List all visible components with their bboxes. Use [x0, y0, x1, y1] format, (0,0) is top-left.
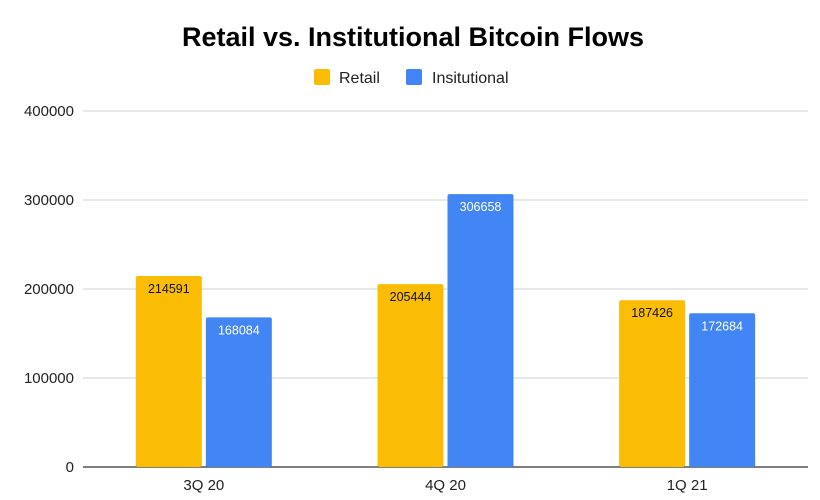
x-tick-label: 1Q 21	[667, 477, 708, 494]
data-labels: 214591 168084 205444 306658 187426 172684	[148, 200, 743, 337]
data-label: 168084	[218, 323, 260, 337]
x-tick-label: 4Q 20	[425, 477, 466, 494]
bars	[135, 194, 756, 467]
bar-institutional	[447, 194, 514, 467]
bar-retail	[135, 276, 202, 467]
data-label: 187426	[631, 306, 673, 320]
bar-retail	[377, 284, 444, 467]
x-axis-ticks: 3Q 20 4Q 20 1Q 21	[183, 477, 707, 494]
y-tick-label: 0	[66, 459, 74, 476]
data-label: 205444	[390, 290, 432, 304]
gridlines	[83, 110, 808, 468]
y-axis-ticks: 0 100000 200000 300000 400000	[24, 103, 74, 476]
y-tick-label: 400000	[24, 103, 74, 120]
bar-institutional	[205, 317, 272, 467]
data-label: 306658	[460, 200, 502, 214]
chart-title: Retail vs. Institutional Bitcoin Flows	[182, 22, 644, 52]
y-tick-label: 200000	[24, 281, 74, 298]
legend: Retail Insitutional	[314, 69, 509, 87]
bar-retail	[619, 300, 686, 467]
legend-label-institutional: Insitutional	[432, 70, 509, 87]
data-label: 214591	[148, 282, 190, 296]
legend-swatch-institutional	[406, 69, 422, 85]
data-label: 172684	[701, 319, 743, 333]
x-tick-label: 3Q 20	[183, 477, 224, 494]
legend-label-retail: Retail	[339, 70, 380, 87]
bar-institutional	[689, 313, 756, 467]
y-tick-label: 100000	[24, 370, 74, 387]
legend-swatch-retail	[314, 69, 330, 85]
y-tick-label: 300000	[24, 192, 74, 209]
